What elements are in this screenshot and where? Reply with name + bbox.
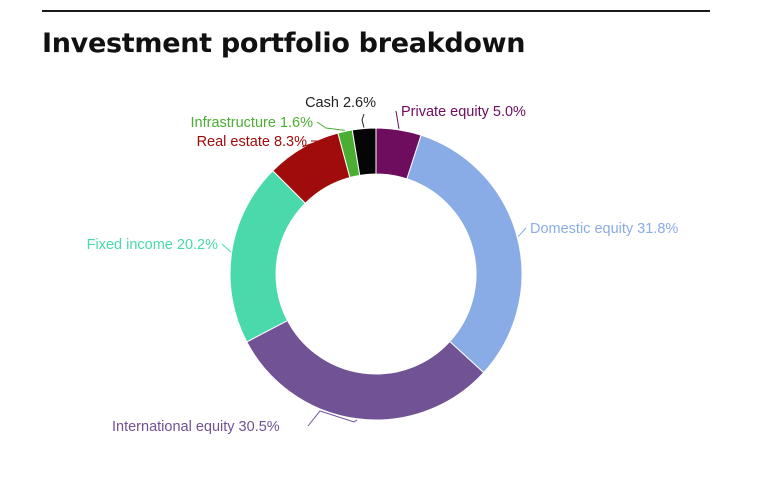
slice-cash: [351, 127, 377, 176]
slice-fixed-income: [229, 170, 306, 343]
donut-slices: [229, 127, 523, 421]
top-rule: [42, 10, 710, 12]
label-international-equity: International equity 30.5%: [112, 419, 280, 435]
leader-infrastructure: [316, 121, 345, 131]
label-private-equity: Private equity 5.0%: [401, 104, 526, 120]
chart-title: Investment portfolio breakdown: [42, 28, 526, 59]
leader-international-equity: [307, 410, 358, 427]
slice-labels: Private equity 5.0% Domestic equity 31.8%…: [87, 95, 679, 435]
leader-real-estate: [302, 140, 321, 148]
label-cash: Cash 2.6%: [305, 95, 376, 111]
label-domestic-equity: Domestic equity 31.8%: [530, 221, 678, 237]
slice-international-equity: [246, 319, 485, 421]
leader-domestic-equity: [517, 227, 527, 237]
leader-private-equity: [395, 110, 400, 129]
label-infrastructure: Infrastructure 1.6%: [191, 115, 314, 131]
label-fixed-income: Fixed income 20.2%: [87, 237, 218, 253]
leader-fixed-income: [221, 243, 232, 253]
label-real-estate: Real estate 8.3%: [197, 134, 308, 150]
leader-cash: [361, 113, 365, 128]
label-leaders: [221, 110, 527, 427]
slice-domestic-equity: [406, 134, 523, 374]
